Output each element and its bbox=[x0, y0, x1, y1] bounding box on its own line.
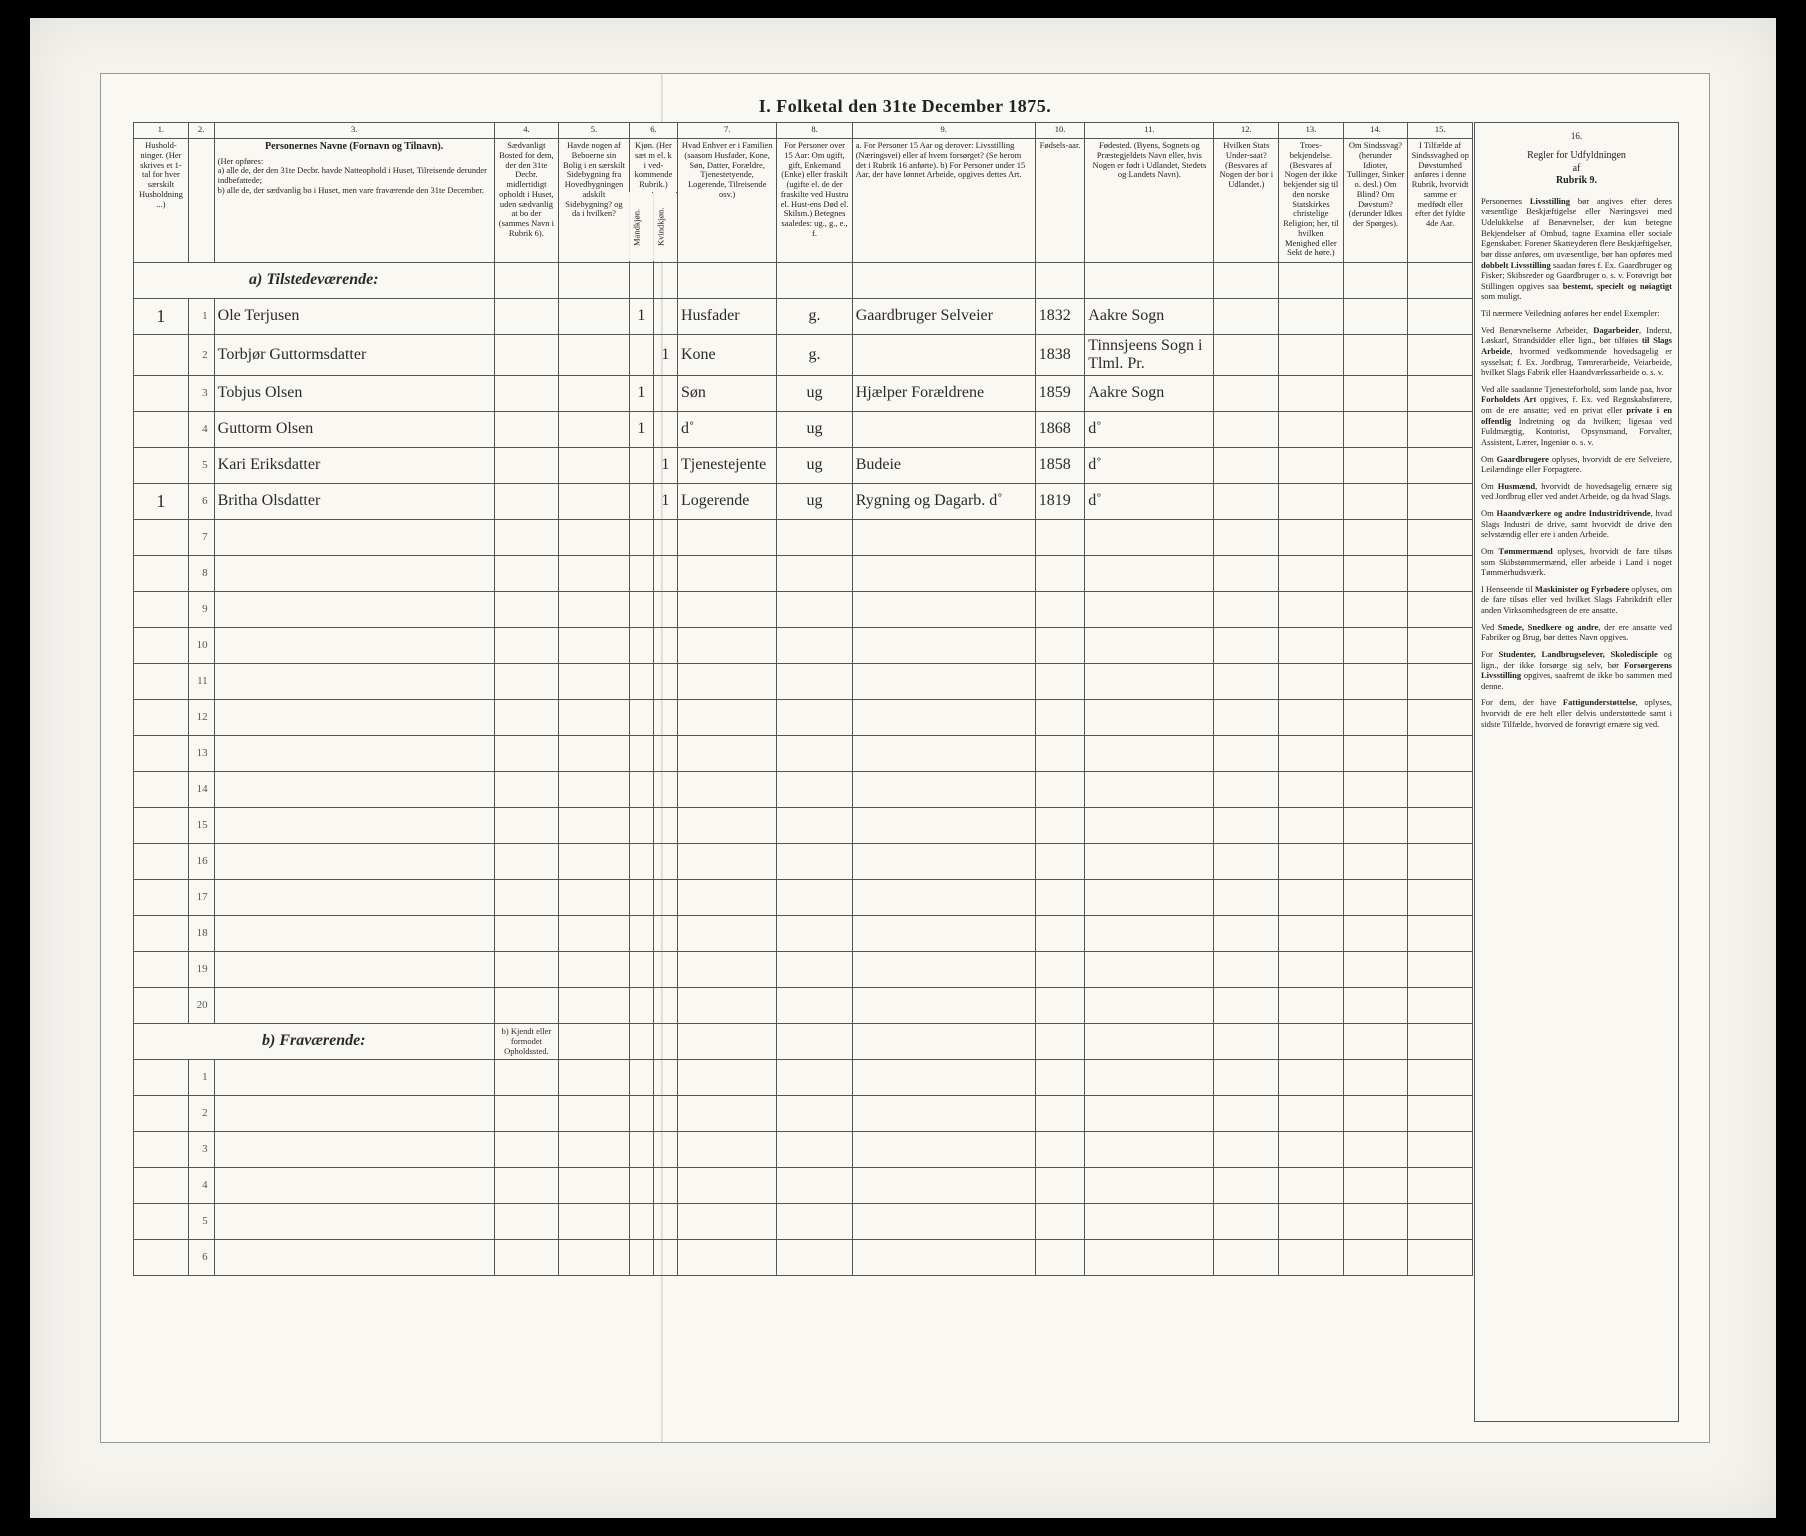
h6b: Kvindkjøn. bbox=[653, 192, 677, 262]
h6: Kjøn. (Her sæt m el. k i ved-kommende Ru… bbox=[629, 139, 677, 193]
colnum-1: 1. bbox=[134, 123, 189, 139]
h3-title: Personernes Navne (Fornavn og Tilnavn). bbox=[218, 141, 491, 153]
colnum-14: 14. bbox=[1343, 123, 1408, 139]
table-row: 6 bbox=[134, 1239, 1473, 1275]
colnum-12: 12. bbox=[1214, 123, 1279, 139]
table-row: 16Britha Olsdatter1LogerendeugRygning og… bbox=[134, 483, 1473, 519]
section-b-label: b) Fraværende:b) Kjendt eller formodet O… bbox=[134, 1023, 1473, 1059]
h14: Om Sindssvag? (herunder Idioter, Tulling… bbox=[1343, 139, 1408, 263]
table-row: 11 bbox=[134, 663, 1473, 699]
colnum-9: 9. bbox=[852, 123, 1035, 139]
rules-header: 16. Regler for Udfyldningen af Rubrik 9. bbox=[1481, 127, 1672, 196]
section-a-body: a) Tilstedeværende:11Ole Terjusen1Husfad… bbox=[134, 262, 1473, 1023]
rules-para: Ved Benævnelserne Arbeider, Dagarbeider,… bbox=[1481, 325, 1672, 378]
colnum-7: 7. bbox=[677, 123, 776, 139]
ledger-page: I. Folketal den 31te December 1875. 1. 2… bbox=[100, 73, 1710, 1443]
table-row: 7 bbox=[134, 519, 1473, 555]
rules-para: For dem, der have Fattigunderstøttelse, … bbox=[1481, 697, 1672, 729]
section-a-label: a) Tilstedeværende: bbox=[134, 262, 1473, 298]
rules-para: For Studenter, Landbrugselever, Skoledis… bbox=[1481, 649, 1672, 692]
table-row: 10 bbox=[134, 627, 1473, 663]
h11: Fødested. (Byens, Sognets og Præstegjeld… bbox=[1085, 139, 1214, 263]
table-row: 3Tobjus Olsen1SønugHjælper Forældrene185… bbox=[134, 375, 1473, 411]
h10: Fødsels-aar. bbox=[1035, 139, 1085, 263]
table-row: 5 bbox=[134, 1203, 1473, 1239]
rules-para: Om Tømmermænd oplyses, hvorvidt de fare … bbox=[1481, 546, 1672, 578]
h8: For Personer over 15 Aar: Om ugift, gift… bbox=[777, 139, 852, 263]
h5: Havde nogen af Beboerne sin Bolig i en s… bbox=[559, 139, 630, 263]
table-row: 19 bbox=[134, 951, 1473, 987]
table-row: 18 bbox=[134, 915, 1473, 951]
table-row: 12 bbox=[134, 699, 1473, 735]
table-row: 14 bbox=[134, 771, 1473, 807]
colnum-13: 13. bbox=[1279, 123, 1344, 139]
table-row: 20 bbox=[134, 987, 1473, 1023]
rules-para: Ved alle saadanne Tjenesteforhold, som l… bbox=[1481, 384, 1672, 448]
colnum-2: 2. bbox=[188, 123, 214, 139]
h6a: Mandkjøn. bbox=[629, 192, 653, 262]
rules-para: I Henseende til Maskinister og Fyrbødere… bbox=[1481, 584, 1672, 616]
colnum-15: 15. bbox=[1408, 123, 1473, 139]
colnum-10: 10. bbox=[1035, 123, 1085, 139]
table-row: 8 bbox=[134, 555, 1473, 591]
rules-body: Personernes Livsstilling bør angives eft… bbox=[1481, 196, 1672, 730]
table-row: 1 bbox=[134, 1059, 1473, 1095]
colnum-5: 5. bbox=[559, 123, 630, 139]
rules-para: Om Husmænd, hvorvidt de hovedsagelig ern… bbox=[1481, 481, 1672, 502]
rules-column: 16. Regler for Udfyldningen af Rubrik 9.… bbox=[1474, 122, 1679, 1422]
rules-para: Ved Smede, Snedkere og andre, der ere an… bbox=[1481, 622, 1672, 643]
table-row: 2 bbox=[134, 1095, 1473, 1131]
table-row: 3 bbox=[134, 1131, 1473, 1167]
table-row: 2Torbjør Guttormsdatter1Koneg.1838Tinnsj… bbox=[134, 334, 1473, 375]
colnum-4: 4. bbox=[494, 123, 559, 139]
h13: Troes-bekjendelse. (Besvares af Nogen de… bbox=[1279, 139, 1344, 263]
table-row: 4Guttorm Olsen1d˚ug1868d˚ bbox=[134, 411, 1473, 447]
h2 bbox=[188, 139, 214, 263]
table-row: 16 bbox=[134, 843, 1473, 879]
table-row: 4 bbox=[134, 1167, 1473, 1203]
h7: Hvad Enhver er i Familien (saasom Husfad… bbox=[677, 139, 776, 263]
scan-background: I. Folketal den 31te December 1875. 1. 2… bbox=[30, 18, 1776, 1518]
h9: a. For Personer 15 Aar og derover: Livss… bbox=[852, 139, 1035, 263]
table-row: 11Ole Terjusen1Husfaderg.Gaardbruger Sel… bbox=[134, 298, 1473, 334]
h3-sub: (Her opføres: a) alle de, der den 31te D… bbox=[218, 157, 491, 196]
rules-para: Om Haandværkere og andre Industridrivend… bbox=[1481, 508, 1672, 540]
h3: Personernes Navne (Fornavn og Tilnavn). … bbox=[214, 139, 494, 263]
rules-para: Om Gaardbrugere oplyses, hvorvidt de ere… bbox=[1481, 454, 1672, 475]
page-title: I. Folketal den 31te December 1875. bbox=[101, 96, 1709, 117]
h4: Sædvanligt Bosted for dem, der den 31te … bbox=[494, 139, 559, 263]
colnum-3: 3. bbox=[214, 123, 494, 139]
table-row: 15 bbox=[134, 807, 1473, 843]
rules-para: Personernes Livsstilling bør angives eft… bbox=[1481, 196, 1672, 302]
table-row: 17 bbox=[134, 879, 1473, 915]
table-row: 13 bbox=[134, 735, 1473, 771]
h1: Hushold-ninger. (Her skrives et 1-tal fo… bbox=[134, 139, 189, 263]
h15: I Tilfælde af Sindssvaghed op Døvstumhed… bbox=[1408, 139, 1473, 263]
census-table: 1. 2. 3. 4. 5. 6. 7. 8. 9. 10. 11. 12. 1… bbox=[133, 122, 1473, 1276]
colnum-11: 11. bbox=[1085, 123, 1214, 139]
table-row: 9 bbox=[134, 591, 1473, 627]
colnum-6: 6. bbox=[629, 123, 677, 139]
table-row: 5Kari Eriksdatter1TjenestejenteugBudeie1… bbox=[134, 447, 1473, 483]
rules-para: Til nærmere Veiledning anføres her endel… bbox=[1481, 308, 1672, 319]
h12: Hvilken Stats Under-saat? (Besvares af N… bbox=[1214, 139, 1279, 263]
table-header: 1. 2. 3. 4. 5. 6. 7. 8. 9. 10. 11. 12. 1… bbox=[134, 123, 1473, 263]
section-b-body: b) Fraværende:b) Kjendt eller formodet O… bbox=[134, 1023, 1473, 1275]
colnum-8: 8. bbox=[777, 123, 852, 139]
